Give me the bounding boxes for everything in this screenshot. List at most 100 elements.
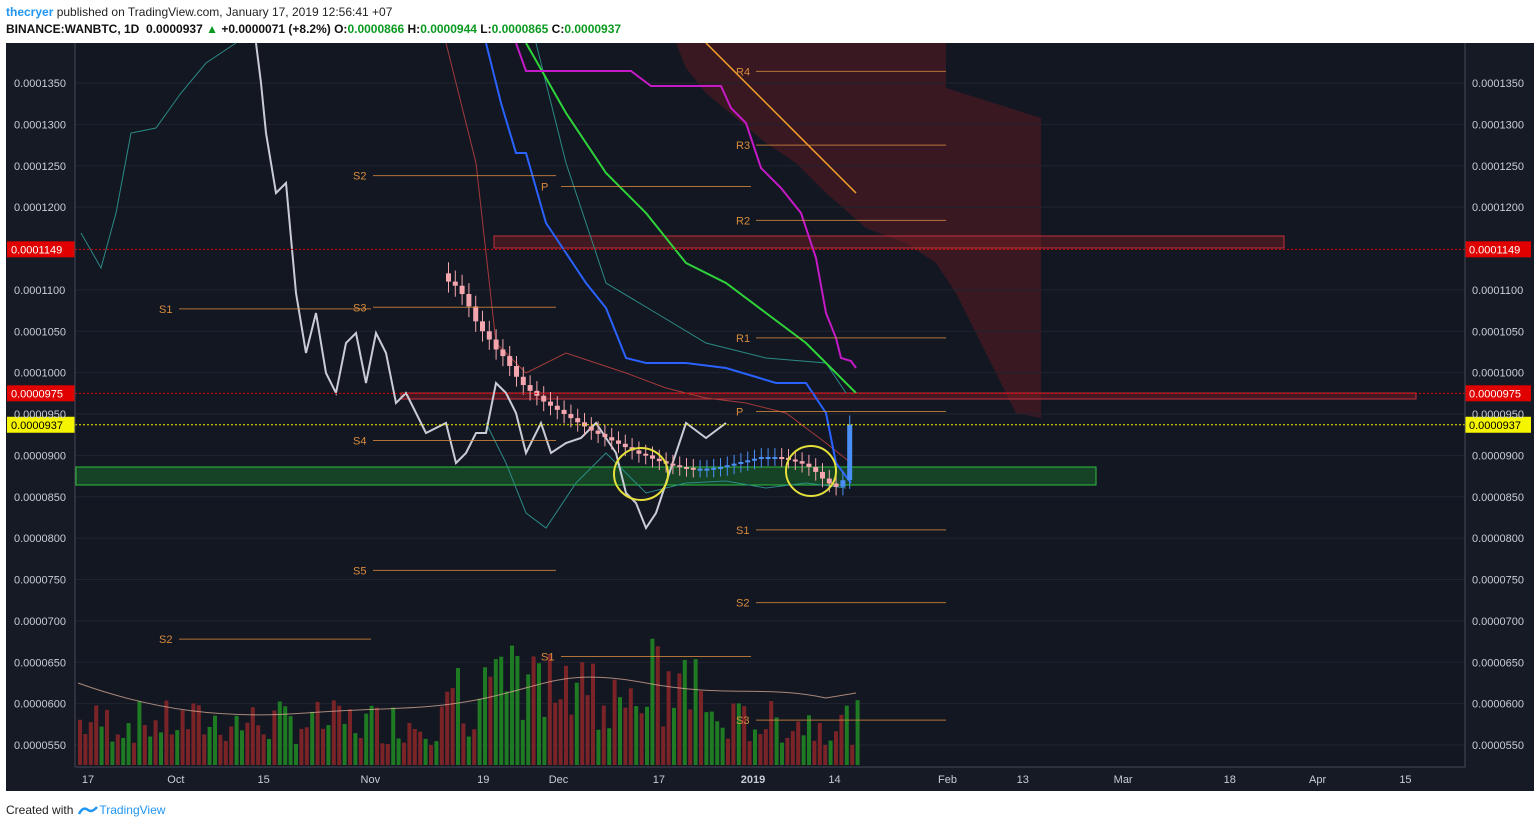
candle-down (690, 467, 696, 470)
pivot-label: P (736, 407, 743, 419)
up-triangle-icon: ▲ (206, 22, 218, 36)
marker-badge-right (1465, 416, 1531, 433)
volume-bar-down (785, 737, 790, 765)
candle-down (500, 349, 506, 357)
volume-bar-up (650, 638, 655, 765)
y-tick-label-right: 0.0000700 (1472, 616, 1524, 628)
pivot-label: R1 (736, 333, 750, 345)
candle-up (738, 461, 744, 464)
volume-bar-down (261, 734, 266, 765)
high-label: H: (407, 22, 421, 36)
chart-svg[interactable]: R4 R3 R2 P S2 S1 S3 R1 P S4 S1 S5 S2 S2 S1 S3 0.0001149… (6, 42, 1534, 791)
x-tick-label: 14 (828, 774, 840, 786)
candle-down (636, 450, 642, 454)
candle-down (561, 409, 567, 414)
pivot-label: R4 (736, 66, 750, 78)
ma-magenta-line (515, 42, 857, 369)
volume-bar-up (466, 736, 471, 765)
volume-bar-down (758, 734, 763, 765)
candle-up (840, 480, 846, 487)
volume-bar-down (418, 731, 423, 765)
volume-bar-up (645, 706, 649, 765)
volume-bar-up (207, 726, 212, 765)
volume-bar-down (94, 705, 99, 765)
volume-bar-up (493, 659, 498, 765)
volume-bar-down (639, 713, 644, 765)
volume-bar-up (774, 717, 779, 765)
x-tick-label: Apr (1309, 774, 1326, 786)
volume-bar-down (585, 695, 590, 765)
plot-area[interactable] (75, 43, 1465, 767)
x-tick-label: Mar (1114, 774, 1133, 786)
pivot-label: S4 (353, 435, 366, 447)
tradingview-link[interactable]: TradingView (77, 803, 165, 817)
volume-bar-down (83, 734, 88, 765)
y-tick-label-right: 0.0000550 (1472, 740, 1524, 752)
y-tick-label-left: 0.0000750 (14, 575, 66, 587)
volume-bar-up (369, 705, 374, 765)
y-tick-label-left: 0.0000650 (14, 657, 66, 669)
volume-bar-down (191, 703, 196, 765)
candle-down (548, 401, 553, 406)
volume-bar-up (277, 701, 282, 765)
candle-up (745, 460, 751, 463)
x-tick-label: 19 (477, 774, 489, 786)
pivot-label: R3 (736, 140, 750, 152)
volume-bar-up (213, 715, 217, 765)
volume-bar-down (180, 710, 185, 765)
volume-bar-down (164, 700, 169, 765)
volume-bar-up (294, 743, 298, 765)
volume-bar-down (272, 710, 277, 765)
footer: Created with TradingView (6, 803, 165, 817)
close-label: C: (551, 22, 565, 36)
candle-up (731, 463, 737, 466)
volume-bar-down (115, 734, 120, 765)
tradingview-logo-icon (78, 806, 99, 815)
username-link[interactable]: thecryer (6, 5, 54, 19)
y-tick-label-left: 0.0000800 (14, 533, 66, 545)
volume-bar-down (142, 725, 147, 765)
volume-bar-down (331, 700, 336, 765)
candle-down (466, 294, 472, 307)
volume-bar-up (240, 730, 244, 765)
volume-bar-down (834, 731, 838, 765)
volume-bar-up (283, 706, 288, 765)
volume-bar-down (726, 738, 730, 765)
marker-badge-right (1465, 241, 1531, 258)
y-tick-label-right: 0.0001100 (1472, 285, 1523, 297)
y-tick-label-right: 0.0001250 (1472, 161, 1524, 173)
volume-bar-up (137, 701, 142, 765)
pivot-label: S1 (541, 651, 554, 663)
candle-down (826, 478, 832, 484)
pivot-label: S1 (159, 304, 172, 316)
y-tick-label-right: 0.0001050 (1472, 326, 1524, 338)
volume-bar-down (407, 723, 412, 765)
volume-bar-up (596, 729, 601, 765)
lower-band (485, 422, 847, 529)
marker-label-left: 0.0000937 (11, 420, 63, 432)
y-tick-label-left: 0.0001050 (14, 326, 66, 338)
pivot-label: S1 (736, 525, 749, 537)
volume-bar-down (105, 709, 109, 765)
volume-bar-up (780, 742, 784, 765)
volume-bar-down (763, 729, 768, 765)
volume-bar-down (445, 691, 450, 765)
volume-bar-up (537, 663, 541, 765)
volume-bar-up (704, 712, 709, 765)
pivot-label: S3 (736, 715, 749, 727)
volume-bar-down (202, 734, 207, 765)
y-tick-label-left: 0.0001350 (14, 78, 66, 90)
volume-bar-up (709, 711, 714, 765)
y-tick-label-left: 0.0000700 (14, 616, 66, 628)
candle-down (520, 376, 526, 386)
symbol-label: BINANCE:WANBTC, 1D (6, 22, 140, 36)
volume-bar-up (520, 719, 525, 765)
volume-bar-down (628, 688, 633, 765)
highlight-circle (785, 445, 837, 497)
y-tick-label-left: 0.0000850 (14, 492, 66, 504)
y-tick-label-left: 0.0001000 (14, 368, 66, 380)
price-chart[interactable]: R4 R3 R2 P S2 S1 S3 R1 P S4 S1 S5 S2 S2 S1 S3 0.0001149… (6, 42, 1534, 791)
volume-bar-down (429, 744, 433, 765)
volume-bar-up (682, 659, 687, 765)
volume-bar-down (472, 729, 477, 765)
